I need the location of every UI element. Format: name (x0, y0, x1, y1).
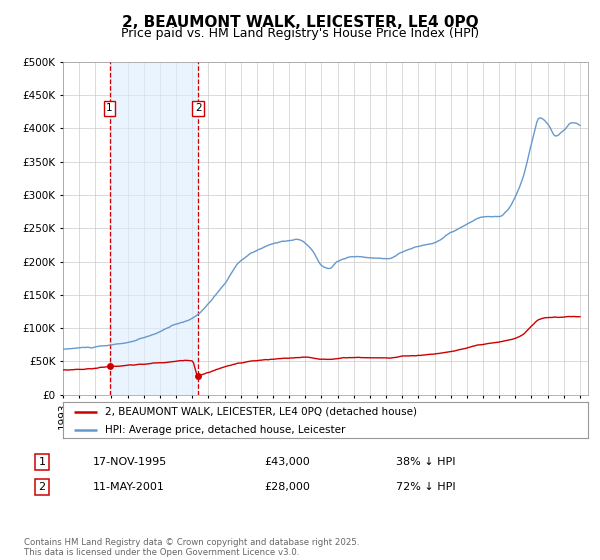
Text: 2, BEAUMONT WALK, LEICESTER, LE4 0PQ: 2, BEAUMONT WALK, LEICESTER, LE4 0PQ (122, 15, 478, 30)
Text: HPI: Average price, detached house, Leicester: HPI: Average price, detached house, Leic… (105, 425, 346, 435)
Bar (110, 62, 198, 395)
Text: 17-NOV-1995: 17-NOV-1995 (93, 457, 167, 467)
Text: 2, BEAUMONT WALK, LEICESTER, LE4 0PQ (detached house): 2, BEAUMONT WALK, LEICESTER, LE4 0PQ (de… (105, 407, 417, 417)
Text: 38% ↓ HPI: 38% ↓ HPI (396, 457, 455, 467)
Text: 1: 1 (106, 103, 113, 113)
Text: 72% ↓ HPI: 72% ↓ HPI (396, 482, 455, 492)
Text: 11-MAY-2001: 11-MAY-2001 (93, 482, 165, 492)
Text: 2: 2 (38, 482, 46, 492)
Text: Price paid vs. HM Land Registry's House Price Index (HPI): Price paid vs. HM Land Registry's House … (121, 27, 479, 40)
Bar (63, 62, 110, 395)
Text: 2: 2 (195, 103, 202, 113)
Text: 1: 1 (38, 457, 46, 467)
Text: Contains HM Land Registry data © Crown copyright and database right 2025.
This d: Contains HM Land Registry data © Crown c… (24, 538, 359, 557)
Text: £43,000: £43,000 (264, 457, 310, 467)
Text: £28,000: £28,000 (264, 482, 310, 492)
